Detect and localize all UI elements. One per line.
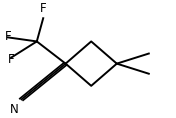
Text: F: F (8, 53, 15, 66)
Text: N: N (10, 103, 19, 116)
Text: F: F (40, 2, 46, 15)
Text: F: F (5, 30, 11, 43)
